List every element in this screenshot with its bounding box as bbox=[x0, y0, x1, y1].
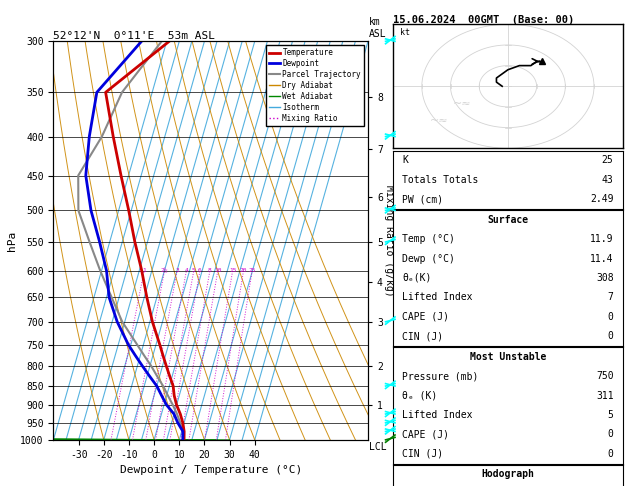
Text: 11.4: 11.4 bbox=[590, 254, 613, 263]
Text: Surface: Surface bbox=[487, 215, 528, 225]
Text: Lifted Index: Lifted Index bbox=[403, 293, 473, 302]
Text: 311: 311 bbox=[596, 391, 613, 400]
Text: 15: 15 bbox=[229, 268, 237, 274]
Text: 11.9: 11.9 bbox=[590, 234, 613, 244]
Text: ~≈: ~≈ bbox=[453, 99, 471, 109]
Text: kt: kt bbox=[400, 28, 410, 37]
Text: ~≈: ~≈ bbox=[430, 116, 448, 125]
X-axis label: Dewpoint / Temperature (°C): Dewpoint / Temperature (°C) bbox=[120, 465, 302, 475]
Text: 25: 25 bbox=[602, 156, 613, 165]
Text: 0: 0 bbox=[608, 430, 613, 439]
Text: Temp (°C): Temp (°C) bbox=[403, 234, 455, 244]
Legend: Temperature, Dewpoint, Parcel Trajectory, Dry Adiabat, Wet Adiabat, Isotherm, Mi: Temperature, Dewpoint, Parcel Trajectory… bbox=[265, 45, 364, 126]
Text: 5: 5 bbox=[192, 268, 196, 274]
Text: θₑ(K): θₑ(K) bbox=[403, 273, 431, 283]
Text: CIN (J): CIN (J) bbox=[403, 331, 443, 341]
Text: Totals Totals: Totals Totals bbox=[403, 175, 479, 185]
Text: CAPE (J): CAPE (J) bbox=[403, 312, 449, 322]
Text: CAPE (J): CAPE (J) bbox=[403, 430, 449, 439]
Text: 2.49: 2.49 bbox=[590, 194, 613, 204]
Text: 6: 6 bbox=[198, 268, 202, 274]
Text: 750: 750 bbox=[596, 371, 613, 381]
Text: 25: 25 bbox=[248, 268, 256, 274]
Text: 1: 1 bbox=[142, 268, 146, 274]
Text: 10: 10 bbox=[214, 268, 221, 274]
Text: 2½: 2½ bbox=[161, 268, 169, 274]
Text: 15.06.2024  00GMT  (Base: 00): 15.06.2024 00GMT (Base: 00) bbox=[393, 16, 574, 25]
Text: 5: 5 bbox=[608, 410, 613, 420]
Text: 4: 4 bbox=[184, 268, 188, 274]
Y-axis label: Mixing Ratio (g/kg): Mixing Ratio (g/kg) bbox=[384, 185, 394, 296]
Text: LCL: LCL bbox=[369, 442, 386, 452]
Text: Lifted Index: Lifted Index bbox=[403, 410, 473, 420]
Text: 308: 308 bbox=[596, 273, 613, 283]
Text: PW (cm): PW (cm) bbox=[403, 194, 443, 204]
Y-axis label: hPa: hPa bbox=[8, 230, 18, 251]
Text: 8: 8 bbox=[208, 268, 212, 274]
Text: 20: 20 bbox=[240, 268, 247, 274]
Text: 0: 0 bbox=[608, 449, 613, 459]
Text: 52°12'N  0°11'E  53m ASL: 52°12'N 0°11'E 53m ASL bbox=[53, 31, 216, 40]
Text: Pressure (mb): Pressure (mb) bbox=[403, 371, 479, 381]
Text: θₑ (K): θₑ (K) bbox=[403, 391, 438, 400]
Text: 7: 7 bbox=[608, 293, 613, 302]
Text: K: K bbox=[403, 156, 408, 165]
Text: CIN (J): CIN (J) bbox=[403, 449, 443, 459]
Text: km
ASL: km ASL bbox=[369, 17, 386, 39]
Text: 0: 0 bbox=[608, 331, 613, 341]
Text: Most Unstable: Most Unstable bbox=[470, 352, 546, 362]
Text: 0: 0 bbox=[608, 312, 613, 322]
Text: Dewp (°C): Dewp (°C) bbox=[403, 254, 455, 263]
Text: 43: 43 bbox=[602, 175, 613, 185]
Text: 3: 3 bbox=[175, 268, 179, 274]
Text: Hodograph: Hodograph bbox=[481, 469, 535, 479]
